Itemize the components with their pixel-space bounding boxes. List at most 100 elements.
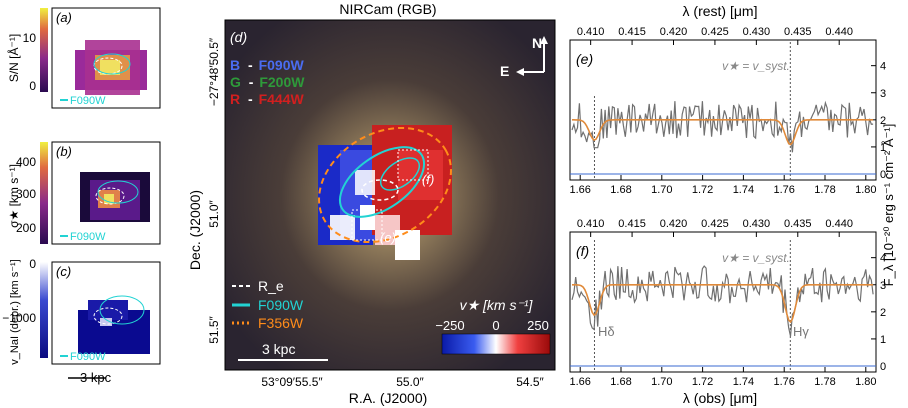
panel-e-frame	[569, 39, 877, 181]
rest-tick-label: 0.440	[825, 26, 853, 38]
rgb-filter: F200W	[259, 74, 305, 90]
panel-b-colorbar	[40, 142, 48, 244]
right-panels: λ (rest) [μm] λ (obs) [μm] F_λ [10⁻²⁰ er…	[569, 3, 896, 406]
rest-tick-label: 0.415	[618, 26, 646, 38]
rest-tick-label: 0.435	[784, 26, 812, 38]
panel-b-map	[80, 172, 150, 222]
hgamma-label: Hγ	[793, 324, 809, 339]
panel-b-legend: F090W	[70, 231, 106, 243]
rgb-image-frame	[224, 19, 556, 371]
panel-a-tag: (a)	[56, 10, 72, 25]
rest-tick-label: 0.420	[660, 218, 688, 230]
rest-tick-label: 0.425	[701, 218, 729, 230]
y-tick-label: 3	[880, 280, 886, 292]
hdelta-label: Hδ	[598, 324, 615, 339]
panel-f-systemic: v★ = v_syst.	[722, 251, 790, 265]
rgb-filter: F090W	[259, 57, 305, 73]
contours	[318, 126, 452, 244]
rgb-letter: B	[230, 57, 240, 73]
rest-tick-label: 0.435	[784, 218, 812, 230]
region-tag-f: (f)	[422, 172, 434, 187]
dec-tick: 51.0″	[207, 199, 221, 227]
obs-tick-label: 1.68	[610, 184, 631, 196]
panel-c: (c) 0 −1000 v_NaI (depr.) [km s⁻¹] F090W…	[2, 257, 161, 385]
panel-c-ylabel: v_NaI (depr.) [km s⁻¹]	[9, 259, 21, 364]
legend-f356w: F356W	[258, 315, 304, 331]
panel-f-spectrum	[571, 265, 874, 337]
dec-tick: 51.5″	[207, 315, 221, 343]
panel-b-tick: 400	[16, 155, 36, 169]
ra-label: R.A. (J2000)	[349, 390, 428, 406]
panel-d-tag: (d)	[230, 29, 247, 45]
y-tick-label: 2	[880, 307, 886, 319]
dec-label: Dec. (J2000)	[187, 190, 203, 270]
panel-f-rest-ticks: 0.410 0.415 0.420 0.425 0.430 0.435 0.440	[577, 218, 853, 237]
rgb-letter: G	[230, 74, 241, 90]
rest-tick-label: 0.430	[743, 26, 771, 38]
obs-tick-label: 1.76	[773, 184, 794, 196]
panel-e-tag: (e)	[576, 51, 593, 67]
y-tick-label: 1	[880, 334, 886, 346]
dec-tick: −27°48′50.5″	[207, 37, 221, 106]
rgb-legend-g: G - F200W	[230, 74, 305, 90]
rest-tick-label: 0.425	[701, 26, 729, 38]
obs-tick-label: 1.66	[569, 184, 590, 196]
legend-f090w: F090W	[258, 297, 304, 313]
cbar-tick: 0	[492, 318, 499, 333]
rest-tick-label: 0.410	[577, 218, 605, 230]
panel-c-tag: (c)	[56, 264, 71, 279]
rgb-filter: F444W	[259, 91, 305, 107]
obs-tick-label: 1.72	[692, 184, 713, 196]
obs-tick-label: 1.80	[855, 376, 876, 388]
y-tick-label: 0	[880, 361, 886, 373]
y-tick-label: 4	[880, 253, 886, 265]
rest-axis-label: λ (rest) [μm]	[683, 3, 758, 19]
compass-e: E	[500, 63, 509, 79]
panel-e-spectrum	[571, 100, 874, 153]
panel-c-colorbar	[40, 262, 48, 358]
ra-tick: 53°09′55.5″	[261, 375, 323, 389]
y-tick-label: 3	[880, 88, 886, 100]
rest-tick-label: 0.420	[660, 26, 688, 38]
panel-b-tag: (b)	[56, 144, 72, 159]
obs-tick-label: 1.68	[610, 376, 631, 388]
panel-b-tick: 300	[16, 187, 36, 201]
ra-tick: 54.5″	[516, 375, 544, 389]
rgb-legend-r: R - F444W	[230, 91, 304, 107]
left-scalebar-label: 3 kpc	[80, 370, 112, 385]
obs-tick-label: 1.74	[733, 184, 754, 196]
panel-c-map	[78, 295, 150, 354]
velocity-map	[318, 125, 452, 260]
rest-tick-label: 0.415	[618, 218, 646, 230]
y-tick-label: 0	[880, 169, 886, 181]
legend-re: R_e	[258, 278, 284, 294]
flux-ylabel: F_λ [10⁻²⁰ erg s⁻¹ cm⁻² Å⁻¹]	[881, 124, 896, 287]
obs-tick-label: 1.78	[814, 184, 835, 196]
rest-tick-label: 0.440	[825, 218, 853, 230]
panel-e-systemic: v★ = v_syst.	[722, 59, 790, 73]
rgb-legend-b: B - F090W	[230, 57, 304, 73]
panel-f-frame	[569, 231, 877, 373]
panel-a-colorbar	[40, 8, 48, 92]
obs-tick-label: 1.72	[692, 376, 713, 388]
center-title: NIRCam (RGB)	[339, 1, 436, 17]
panel-f-obs-ticks: 1.66 1.68 1.70 1.72 1.74 1.76 1.78 1.80	[569, 367, 877, 388]
rest-tick-label: 0.410	[577, 26, 605, 38]
panel-a-ylabel: S/N [Å⁻¹]	[6, 34, 21, 82]
rest-tick-label: 0.430	[743, 218, 771, 230]
panel-c-tick: −1000	[2, 311, 36, 325]
region-tag-e: (e)	[380, 230, 396, 245]
velocity-colorbar	[441, 333, 551, 355]
panel-b: (b) 400 300 200 σ★ [km s⁻¹] F090W	[7, 141, 161, 245]
cbar-title: v★ [km s⁻¹]	[460, 297, 534, 313]
panel-a-map	[75, 40, 147, 95]
obs-tick-label: 1.70	[651, 376, 672, 388]
obs-tick-label: 1.70	[651, 184, 672, 196]
panel-d: NIRCam (RGB) (e) (f) (d)	[187, 1, 556, 406]
y-tick-label: 1	[880, 142, 886, 154]
rgb-legend: B - F090W G - F200W R - F444W	[230, 57, 305, 107]
obs-axis-label: λ (obs) [μm]	[683, 390, 757, 406]
contour-legend: R_e F090W F356W	[232, 278, 304, 331]
center-scalebar-label: 3 kpc	[262, 341, 295, 357]
panel-a-tick: 10	[23, 31, 37, 45]
